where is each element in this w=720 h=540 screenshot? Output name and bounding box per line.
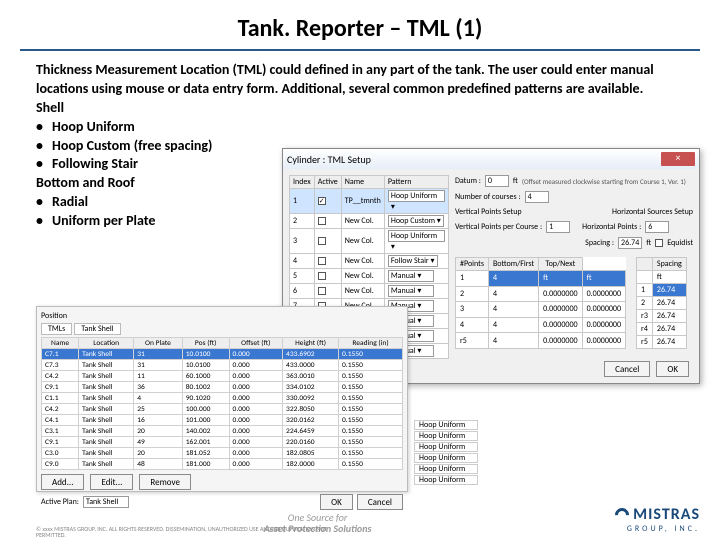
spacing-label: Spacing : xyxy=(585,238,614,248)
ft-label: ft xyxy=(513,176,518,186)
vppc-label: Vertical Points per Course : xyxy=(455,222,542,232)
shell-item: Hoop Uniform xyxy=(36,118,684,137)
table-row[interactable]: C3.0Tank Shell20181.0520.000182.08050.15… xyxy=(42,448,403,459)
hoop-list-item: Hoop Uniform xyxy=(414,442,478,452)
vertical-points-table[interactable]: #PointsBottom/FirstTop/Next14ftft240.000… xyxy=(455,257,626,349)
position-group-label: Position xyxy=(41,311,403,321)
equidist-checkbox[interactable] xyxy=(655,239,663,247)
pattern-row[interactable]: 1TP__tmnthHoop Uniform ▾ xyxy=(290,189,449,214)
pattern-row[interactable]: 6New Col.Manual ▾ xyxy=(290,284,449,299)
tab-tmls[interactable]: TMLs xyxy=(41,323,72,335)
table-row[interactable]: C9.1Tank Shell49162.0010.000220.01600.15… xyxy=(42,437,403,448)
table-row[interactable]: C7.1Tank Shell3110.01000.000433.69020.15… xyxy=(42,349,403,360)
vpoints-label: Vertical Points Setup xyxy=(455,207,522,217)
table-row[interactable]: C4.1Tank Shell16101.0000.000320.01620.15… xyxy=(42,415,403,426)
hoop-list-item: Hoop Uniform xyxy=(414,420,478,430)
ok-button[interactable]: OK xyxy=(656,361,689,377)
pattern-row[interactable]: 4New Col.Follow Stair ▾ xyxy=(290,254,449,269)
pattern-row[interactable]: 5New Col.Manual ▾ xyxy=(290,269,449,284)
shell-heading: Shell xyxy=(36,99,684,118)
logo-subtext: GROUP, INC. xyxy=(615,524,700,534)
equidist-label: Equidist xyxy=(667,238,693,248)
hpoints-label: Horizontal Points : xyxy=(582,222,641,232)
pattern-row[interactable]: 2New Col.Hoop Custom ▾ xyxy=(290,214,449,229)
table-row[interactable]: C4.2Tank Shell25100.0000.000322.80500.15… xyxy=(42,404,403,415)
dialog-titlebar[interactable]: Cylinder : TML Setup × xyxy=(283,149,699,169)
add-button[interactable]: Add... xyxy=(41,474,84,490)
spacing-table[interactable]: Spacingft126.74226.74r326.74r426.74r526.… xyxy=(636,257,687,349)
offset-note: (Offset measured clockwise starting from… xyxy=(522,177,686,186)
hoop-list-item: Hoop Uniform xyxy=(414,464,478,474)
copyright: © xxxx MISTRAS GROUP, INC. ALL RIGHTS RE… xyxy=(36,526,336,538)
hpoints-input[interactable]: 6 xyxy=(645,221,669,233)
dialog-title: Cylinder : TML Setup xyxy=(287,153,661,166)
courses-label: Number of courses : xyxy=(455,192,521,202)
logo-text: MISTRAS xyxy=(633,505,700,524)
pattern-row[interactable]: 3New Col.Hoop Uniform ▾ xyxy=(290,229,449,254)
tml-list-window: Position TMLs Tank Shell NameLocationOn … xyxy=(36,306,408,492)
title-rule xyxy=(20,49,700,51)
courses-input[interactable]: 4 xyxy=(525,191,549,203)
slide-title: Tank. Reporter – TML (1) xyxy=(0,0,720,49)
spacing-unit: ft xyxy=(646,238,651,248)
logo: MISTRAS GROUP, INC. xyxy=(615,505,700,534)
table-row[interactable]: C9.1Tank Shell3680.10020.000334.01020.15… xyxy=(42,382,403,393)
hsource-label: Horizontal Sources Setup xyxy=(612,207,693,217)
intro-text: Thickness Measurement Location (TML) cou… xyxy=(36,61,684,99)
table-row[interactable]: C3.1Tank Shell20140.0020.000224.64590.15… xyxy=(42,426,403,437)
table-row[interactable]: C1.1Tank Shell490.10200.000330.00920.155… xyxy=(42,393,403,404)
remove-button[interactable]: Remove xyxy=(139,474,191,490)
hoop-list: Hoop UniformHoop UniformHoop UniformHoop… xyxy=(414,420,478,486)
cancel-button[interactable]: Cancel xyxy=(604,361,650,377)
vppc-input[interactable]: 1 xyxy=(546,221,570,233)
datum-label: Datum : xyxy=(455,176,481,186)
table-row[interactable]: C9.0Tank Shell48181.0000.000182.00000.15… xyxy=(42,459,403,470)
hoop-list-item: Hoop Uniform xyxy=(414,431,478,441)
logo-arc-icon xyxy=(612,505,632,525)
tml-table[interactable]: NameLocationOn PlatePos (ft)Offset (ft)H… xyxy=(41,337,403,470)
hoop-list-item: Hoop Uniform xyxy=(414,475,478,485)
table-row[interactable]: C7.3Tank Shell3110.01000.000433.00000.15… xyxy=(42,360,403,371)
datum-input[interactable]: 0 xyxy=(485,175,509,187)
tab-tankshell[interactable]: Tank Shell xyxy=(74,323,120,335)
edit-button[interactable]: Edit... xyxy=(90,474,133,490)
spacing-input[interactable]: 26.74 xyxy=(618,237,642,249)
hoop-list-item: Hoop Uniform xyxy=(414,453,478,463)
close-icon[interactable]: × xyxy=(661,152,695,166)
table-row[interactable]: C4.2Tank Shell1160.10000.000363.00100.15… xyxy=(42,371,403,382)
